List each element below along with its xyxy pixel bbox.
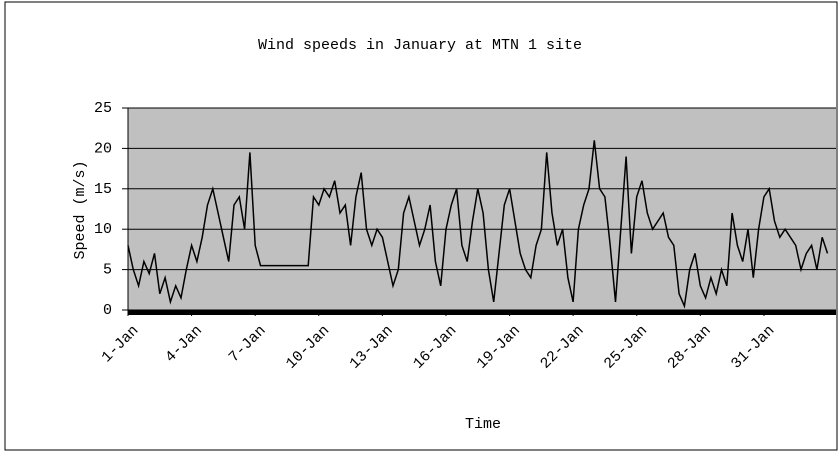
y-tick-label: 20 (94, 140, 112, 157)
data-line (127, 140, 829, 309)
y-axis-label: Speed (m/s) (72, 160, 89, 259)
y-tick-label: 25 (94, 100, 112, 117)
x-axis-bar (128, 310, 836, 315)
y-tick-label: 15 (94, 181, 112, 198)
chart-title: Wind speeds in January at MTN 1 site (258, 37, 582, 54)
x-axis-label: Time (465, 416, 501, 433)
y-tick-label: 10 (94, 221, 112, 238)
y-tick-label: 5 (103, 262, 112, 279)
y-tick-label: 0 (103, 302, 112, 319)
